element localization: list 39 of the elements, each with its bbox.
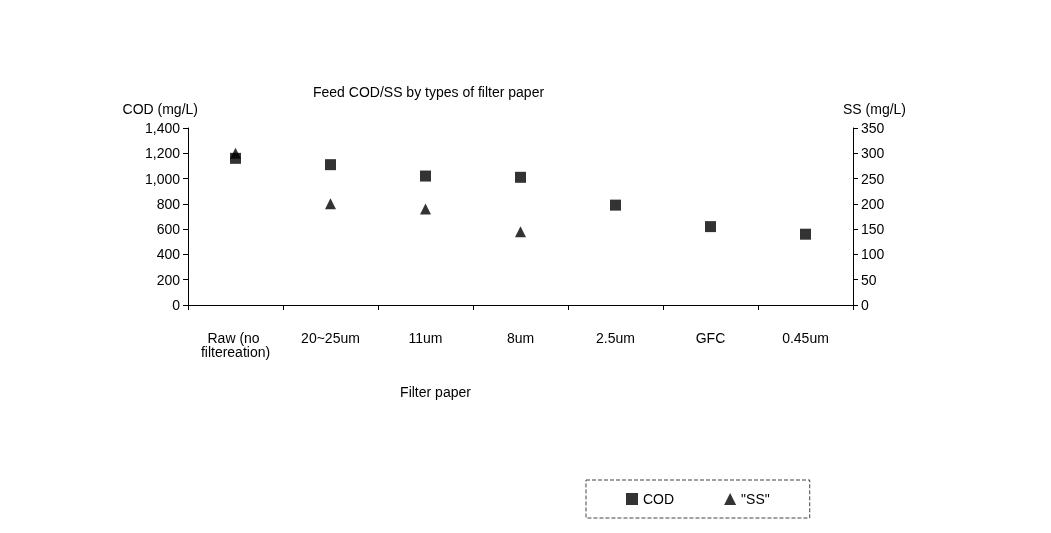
y-tick-label: 800 <box>156 195 181 212</box>
point <box>325 159 336 171</box>
y-tick-label: 600 <box>156 221 181 238</box>
x-tick-label: GFC <box>695 330 726 346</box>
point <box>705 221 716 233</box>
x-tick-label: 8um <box>506 330 535 346</box>
x-tick-label: 20~25um <box>301 330 360 346</box>
y-tick-label: 200 <box>156 271 181 288</box>
y-axis-title: COD (mg/L) <box>122 101 198 117</box>
point <box>230 147 241 159</box>
x-tick-label: 11um <box>408 330 443 346</box>
chart-title: Feed COD/SS by types of filter paper <box>313 84 545 100</box>
legend-label: "SS" <box>741 491 770 507</box>
point <box>420 170 431 182</box>
y2-tick-label: 350 <box>861 120 885 136</box>
point <box>420 203 431 215</box>
x-tick-label: Raw (no filtereation) <box>200 330 271 360</box>
x-tick-label: 2.5um <box>596 330 635 346</box>
legend-label: COD <box>643 491 675 507</box>
y-tick-label: 400 <box>156 246 181 263</box>
y2-tick-label: 200 <box>861 195 885 212</box>
point <box>800 228 811 240</box>
y-tick-label: 1,200 <box>144 145 181 162</box>
y2-tick-label: 300 <box>861 145 885 162</box>
x-axis-title: Filter paper <box>400 384 472 400</box>
point <box>325 198 336 210</box>
y2-tick-label: 50 <box>861 271 877 288</box>
point <box>515 226 526 238</box>
y2-tick-label: 0 <box>861 297 869 313</box>
y-tick-label: 0 <box>172 297 181 313</box>
x-tick-label: 0.45um <box>782 330 829 346</box>
point <box>610 199 621 211</box>
y-tick-label: 1,000 <box>144 170 181 187</box>
point <box>515 171 526 183</box>
y2-tick-label: 100 <box>861 246 885 263</box>
y2-axis-title: SS (mg/L) <box>843 101 907 117</box>
y2-tick-label: 250 <box>861 170 885 187</box>
y2-tick-label: 150 <box>861 221 885 238</box>
y-tick-label: 1,400 <box>144 120 181 136</box>
